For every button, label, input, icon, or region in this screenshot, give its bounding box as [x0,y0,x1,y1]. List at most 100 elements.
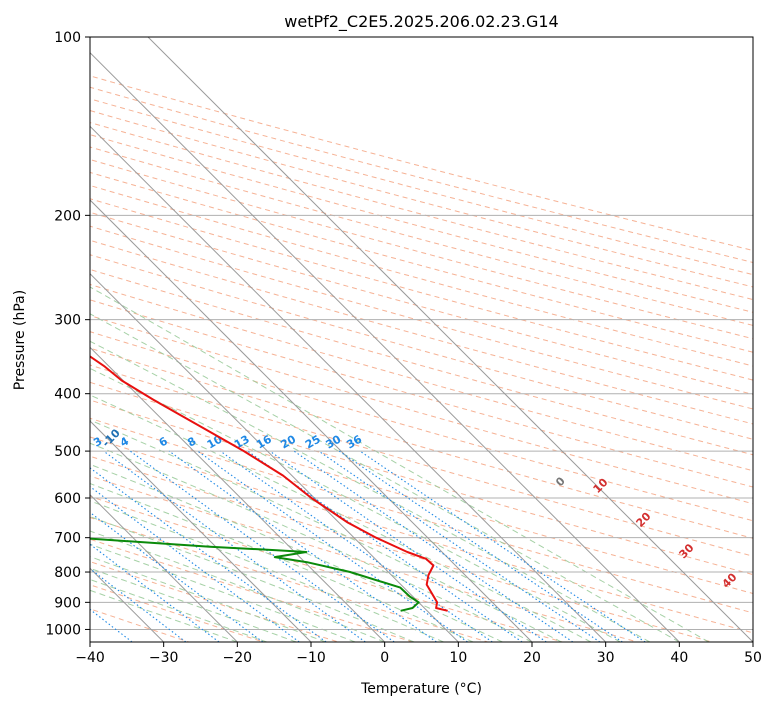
moist-adiabat [90,442,533,642]
moist-adiabat [90,530,385,642]
dry-adiabat [90,122,753,301]
x-tick-label: 20 [523,650,541,666]
y-tick-label: 800 [54,565,81,581]
moist-adiabat [90,394,592,642]
dry-adiabat [90,171,753,353]
x-tick-label: −40 [75,650,105,666]
pressure-gridlines [90,37,753,630]
x-tick-label: 10 [449,650,467,666]
isotherm-line [147,37,753,642]
mixing-ratio-line [168,450,437,642]
isotherm-line [90,199,533,642]
x-tick-label: 50 [744,650,762,666]
y-tick-label: 200 [54,208,81,224]
y-tick-label: 500 [54,444,81,460]
x-axis-ticks: −40 −30 −20 −10 0 10 20 30 40 50 [75,642,762,666]
moist-adiabat [90,482,474,642]
x-tick-label: 0 [380,650,389,666]
mixing-ratio-label: 8 [185,435,198,450]
moist-adiabat [90,578,267,642]
dry-adiabat [90,225,753,410]
plot-area: 0.10.20.40.611.52346810131620253036-100-… [0,37,753,642]
mixing-ratio-line [129,450,395,642]
moist-adiabat [90,313,680,642]
mixing-ratio-label: 36 [344,432,364,451]
moist-adiabat [90,286,710,642]
y-tick-label: 400 [54,387,81,403]
isotherm-label: 30 [677,541,697,561]
isotherm-label: -20 [26,426,49,449]
y-axis-ticks: 100 200 300 400 500 600 700 800 900 1000 [45,30,90,638]
dry-adiabat [90,608,189,642]
x-tick-label: −30 [149,650,179,666]
mixing-ratio-line [220,450,493,642]
y-tick-label: 300 [54,313,81,329]
mixing-ratio-line [247,450,523,642]
mixing-ratio-line [359,450,646,642]
isotherm-label: 40 [720,570,740,590]
isotherm-line [90,493,238,642]
plot-frame [89,36,754,643]
isotherm-label: 20 [634,510,654,530]
mixing-ratio-line [90,543,220,642]
dry-adiabat [90,159,753,340]
moist-adiabat [90,463,503,642]
moist-adiabat [90,567,297,642]
dry-adiabat [90,455,712,642]
mixing-ratio-label: 16 [254,432,274,451]
dry-adiabat [90,516,488,642]
isotherm-label: 0 [553,474,568,489]
y-tick-label: 900 [54,595,81,611]
y-tick-label: 600 [54,491,81,507]
dry-adiabat [90,331,753,522]
isotherms [90,37,753,642]
moist-adiabat [90,367,621,642]
moist-adiabat [90,500,444,642]
mixing-ratio-line [293,450,574,642]
isotherm-line [90,125,607,642]
dry-adiabat [90,475,638,642]
x-axis-title: Temperature (°C) [360,681,482,697]
y-axis-title: Pressure (hPa) [12,290,28,390]
x-tick-label: 40 [670,650,688,666]
x-tick-label: 30 [597,650,615,666]
dry-adiabat [90,417,753,614]
mixing-ratio-line [103,450,366,642]
moist-adiabat [90,419,562,642]
isopleth-labels: 0.10.20.40.611.52346810131620253036-100-… [0,426,740,590]
sounding-profiles [90,355,448,612]
mixing-ratio-label: 1.5 [25,432,48,453]
mixing-ratio-label: 6 [157,434,170,449]
dry-adiabat [90,364,753,557]
y-tick-label: 100 [54,30,81,46]
dry-adiabat [90,268,753,456]
dewpoint-profile [90,537,420,612]
mixing-ratio-label: 1 [0,435,10,450]
mixing-ratio-label: 30 [324,432,344,451]
isotherm-label: 10 [591,476,611,496]
isotherm-line [90,420,312,642]
dry-adiabats [90,75,753,642]
moist-adiabats [90,286,710,642]
temperature-profile [90,355,448,612]
dry-adiabat [90,211,753,395]
y-tick-label: 1000 [45,622,81,638]
mixing-ratio-line [197,450,468,642]
dry-adiabat [90,110,753,288]
isotherm-line [90,272,459,642]
isotherm-line [90,346,386,642]
moist-adiabat [90,589,238,642]
dry-adiabat [90,538,414,642]
dry-adiabat [90,561,339,642]
mixing-ratio-line [90,568,187,642]
x-tick-label: −20 [223,650,253,666]
mixing-ratio-line [338,450,623,642]
isotherm-line [90,51,680,642]
x-tick-label: −10 [296,650,326,666]
mixing-ratio-line [90,467,327,642]
mixing-ratio-lines [90,450,646,642]
y-tick-label: 700 [54,531,81,547]
moist-adiabat [90,543,356,642]
chart-title: wetPf2_C2E5.2025.206.02.23.G14 [284,12,558,32]
